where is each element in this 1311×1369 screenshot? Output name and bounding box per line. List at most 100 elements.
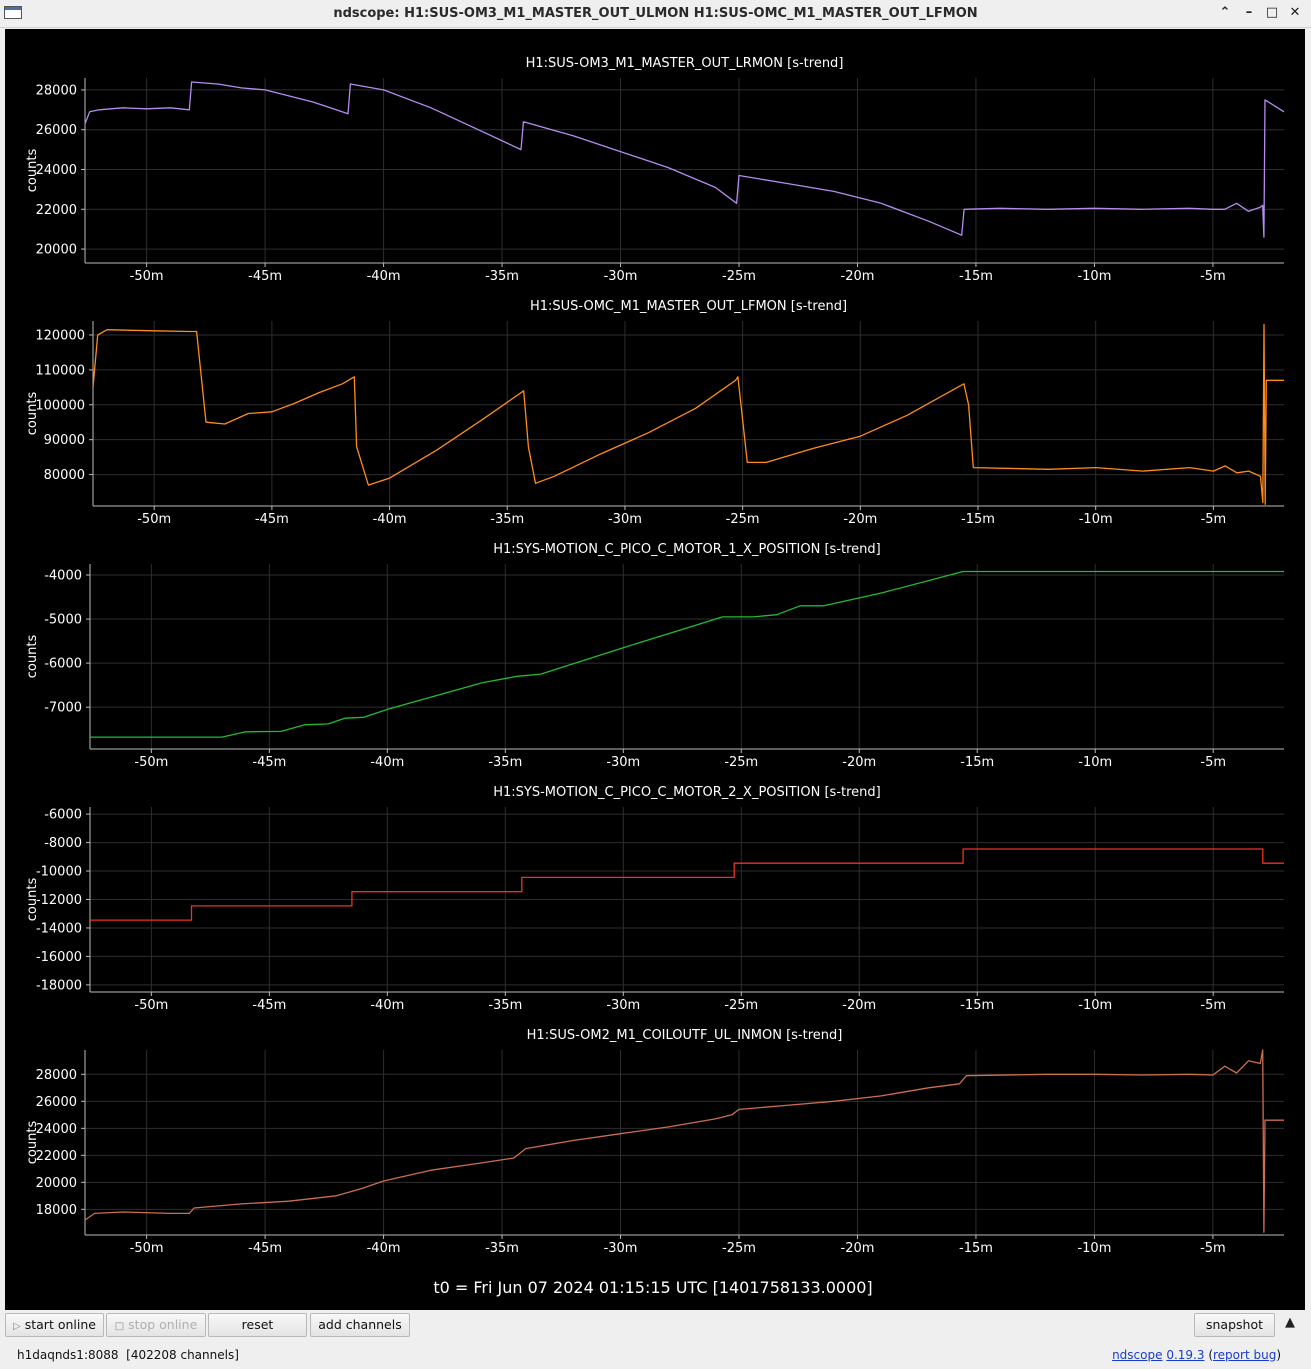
x-tick-label: -50m (137, 512, 171, 527)
y-tick-label: 28000 (36, 83, 77, 98)
x-tick-label: -40m (370, 998, 404, 1013)
plot-panel-2[interactable]: 80000 90000 100000 110000 120000 -50m -45m -40m… (25, 299, 1284, 527)
y-tick-label: 100000 (35, 398, 85, 413)
y-axis-label: counts (25, 149, 40, 193)
x-tick-label: -45m (252, 998, 286, 1013)
plot-panel-5[interactable]: 18000 20000 22000 24000 26000 28000 -50m -45m -4… (25, 1028, 1284, 1256)
up-arrow-icon[interactable]: ⌃ (1219, 5, 1231, 20)
x-tick-label: -20m (842, 755, 876, 770)
y-axis-label: counts (25, 392, 40, 436)
x-tick-label: -20m (843, 512, 877, 527)
x-tick-label: -30m (606, 998, 640, 1013)
x-tick-label: -35m (488, 998, 522, 1013)
x-tick-label: -45m (248, 1241, 282, 1256)
x-tick-label: -35m (485, 1241, 519, 1256)
y-tick-label: 120000 (35, 328, 85, 343)
window-title: ndscope: H1:SUS-OM3_M1_MASTER_OUT_ULMON … (333, 6, 978, 21)
series-line-4 (90, 848, 1284, 921)
y-tick-label: -18000 (36, 978, 82, 993)
x-tick-label: -50m (130, 1241, 164, 1256)
plot-title: H1:SYS-MOTION_C_PICO_C_MOTOR_1_X_POSITIO… (493, 542, 881, 557)
y-tick-label: 20000 (36, 1176, 77, 1191)
close-icon[interactable]: ✕ (1289, 5, 1301, 20)
y-tick-label: -6000 (44, 657, 82, 672)
x-tick-label: -50m (134, 998, 168, 1013)
x-tick-label: -5m (1200, 269, 1226, 284)
series-line-1 (84, 81, 1285, 238)
y-axis-label: counts (25, 1121, 40, 1165)
snapshot-button[interactable]: snapshot (1194, 1313, 1275, 1337)
play-icon: ▷ (13, 1321, 21, 1332)
server-address: h1daqnds1:8088 (17, 1348, 119, 1362)
x-tick-label: -25m (722, 269, 756, 284)
y-tick-label: 24000 (36, 163, 77, 178)
y-tick-label: 28000 (36, 1068, 77, 1083)
y-tick-label: -5000 (44, 613, 82, 628)
x-tick-label: -10m (1079, 512, 1113, 527)
x-tick-label: -10m (1077, 269, 1111, 284)
x-tick-label: -45m (248, 269, 282, 284)
x-tick-label: -5m (1201, 512, 1227, 527)
status-version: ndscope 0.19.3 (report bug) (1112, 1348, 1281, 1362)
y-axis-label: counts (25, 878, 40, 922)
reset-button[interactable]: reset (208, 1313, 307, 1337)
x-tick-label: -5m (1200, 998, 1226, 1013)
stop-online-button[interactable]: □ stop online (106, 1313, 206, 1337)
x-tick-label: -10m (1077, 1241, 1111, 1256)
x-tick-label: -30m (606, 755, 640, 770)
status-server: h1daqnds1:8088 [402208 channels] (17, 1348, 239, 1362)
plot-panel-3[interactable]: -7000 -6000 -5000 -4000 -50m -45m -40m -35m -30m… (25, 542, 1284, 770)
plot-panel-4[interactable]: -18000 -16000 -14000 -12000 -10000 -8000 -6000… (25, 785, 1284, 1013)
x-tick-label: -20m (841, 1241, 875, 1256)
x-tick-label: -10m (1078, 998, 1112, 1013)
x-tick-label: -25m (726, 512, 760, 527)
collapse-panel-icon[interactable]: ▲ (1285, 1315, 1295, 1330)
series-line-3 (90, 570, 1284, 738)
plot-title: H1:SUS-OM3_M1_MASTER_OUT_LRMON [s-trend] (526, 56, 844, 71)
y-tick-label: 110000 (35, 363, 85, 378)
y-tick-label: 18000 (36, 1203, 77, 1218)
y-tick-label: -7000 (44, 701, 82, 716)
x-tick-label: -50m (134, 755, 168, 770)
t0-label: t0 = Fri Jun 07 2024 01:15:15 UTC [14017… (433, 1278, 872, 1297)
y-tick-label: -8000 (44, 836, 82, 851)
stop-online-label: stop online (128, 1317, 198, 1332)
version-link[interactable]: 0.19.3 (1166, 1348, 1205, 1362)
window-app-icon (4, 6, 22, 19)
plot-title: H1:SUS-OM2_M1_COILOUTF_UL_INMON [s-trend… (527, 1028, 843, 1043)
channel-count: [402208 channels] (126, 1348, 239, 1362)
y-tick-label: 90000 (44, 433, 85, 448)
y-tick-label: 80000 (44, 468, 85, 483)
x-tick-label: -25m (724, 998, 758, 1013)
x-tick-label: -40m (367, 1241, 401, 1256)
y-tick-label: -6000 (44, 808, 82, 823)
x-tick-label: -5m (1200, 1241, 1226, 1256)
start-online-button[interactable]: ▷ start online (5, 1313, 104, 1337)
minimize-icon[interactable]: – (1245, 5, 1253, 20)
x-tick-label: -15m (959, 269, 993, 284)
report-bug-link[interactable]: report bug (1213, 1348, 1277, 1362)
add-channels-button[interactable]: add channels (310, 1313, 410, 1337)
ndscope-link[interactable]: ndscope (1112, 1348, 1163, 1362)
y-tick-label: 20000 (36, 243, 77, 258)
plot-area[interactable]: 20000 22000 24000 26000 28000 -50m -45m -40m -35… (5, 29, 1305, 1310)
y-tick-label: 22000 (36, 203, 77, 218)
maximize-icon[interactable]: □ (1265, 5, 1279, 20)
x-tick-label: -30m (604, 1241, 638, 1256)
plot-panel-1[interactable]: 20000 22000 24000 26000 28000 -50m -45m -40m -35… (25, 56, 1285, 284)
x-tick-label: -10m (1078, 755, 1112, 770)
x-tick-label: -30m (604, 269, 638, 284)
x-tick-label: -15m (961, 512, 995, 527)
x-tick-label: -40m (373, 512, 407, 527)
title-bar: ndscope: H1:SUS-OM3_M1_MASTER_OUT_ULMON … (0, 0, 1311, 28)
status-bar: h1daqnds1:8088 [402208 channels] ndscope… (0, 1344, 1311, 1369)
x-tick-label: -25m (722, 1241, 756, 1256)
plots-canvas[interactable]: 20000 22000 24000 26000 28000 -50m -45m -40m -35… (5, 29, 1305, 1310)
x-tick-label: -25m (724, 755, 758, 770)
y-tick-label: 24000 (36, 1122, 77, 1137)
x-tick-label: -45m (255, 512, 289, 527)
series-line-2 (92, 323, 1284, 505)
stop-icon: □ (114, 1321, 125, 1332)
x-tick-label: -35m (488, 755, 522, 770)
y-tick-label: 26000 (36, 1095, 77, 1110)
